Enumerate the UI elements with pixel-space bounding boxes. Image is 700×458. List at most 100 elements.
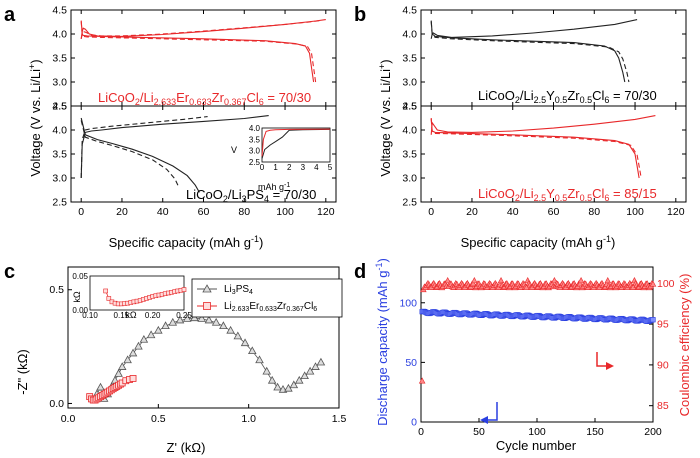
b-top-ytick-label-3: 4.0 (402, 29, 417, 41)
b-bottom-xtick-label-4: 80 (588, 206, 600, 218)
inset-a-xlabel: mAh g-1 (258, 182, 290, 192)
c-point-0-27 (248, 346, 257, 355)
panel-label-c: c (4, 261, 15, 283)
a-top-series-3 (80, 20, 320, 39)
c-point-0-36 (300, 371, 309, 380)
d-ce-point-200 (649, 280, 657, 287)
d-ce-point-23 (444, 277, 451, 284)
annotation-a-top: LiCoO2/Li2.633Er0.633Zr0.367Cl6 = 70/30 (98, 90, 311, 107)
a-bottom-series-2 (80, 117, 200, 193)
c-point-0-31 (273, 382, 282, 391)
c-frame (67, 266, 340, 409)
xlabel-d: Cycle number (496, 438, 577, 453)
c-point-0-38 (311, 362, 320, 370)
b-bottom-xtick-label-1: 20 (466, 206, 478, 218)
c-point-0-22 (211, 317, 221, 326)
c-xtick-label-3: 1.5 (332, 413, 347, 425)
d-ytick-right-label-2: 95 (657, 319, 669, 331)
a-bottom-ytick-label-2: 3.5 (52, 149, 67, 161)
inset-a-ytick-label-3: 4.0 (249, 124, 261, 133)
d-ytick-left-label-0: 0 (411, 417, 417, 429)
c-point-0-12 (139, 334, 149, 343)
ylabel-d-left: Discharge capacity (mAh g-1) (374, 258, 390, 426)
a-bottom-ytick-label-4: 4.5 (52, 101, 67, 113)
d-ce-point-137 (576, 280, 584, 287)
inset-a-series-1 (261, 128, 331, 157)
b-top-ytick-label-0: 2.5 (402, 101, 417, 113)
inset-c-xlabel: kΩ (125, 310, 137, 320)
inset-a-ytick-label-0: 2.5 (249, 158, 261, 167)
annotation-a-bottom: LiCoO2/Li3PS4 = 70/30 (186, 187, 316, 204)
c-ytick-label-1: 0.5 (49, 284, 64, 296)
a-top-ytick-label-2: 3.5 (52, 53, 67, 65)
c-xtick-label-0: 0.0 (61, 413, 76, 425)
b-top-series-1 (430, 20, 626, 83)
inset-a-series-0 (261, 128, 331, 159)
c-point-0-34 (289, 380, 299, 389)
b-bottom-ytick-label-0: 2.5 (402, 197, 417, 209)
c-point-0-18 (182, 314, 192, 322)
c-point-0-9 (123, 355, 132, 364)
inset-c-xtick-label-2: 0.20 (145, 311, 161, 320)
inset-c-point-1 (106, 296, 112, 301)
a-bottom-series-3 (80, 120, 180, 188)
inset-c-xtick-label-1: 0.15 (114, 311, 130, 320)
b-top-ytick-label-1: 3.0 (402, 77, 417, 89)
c-point-1-21 (129, 375, 137, 382)
d-ytick-right-label-3: 100 (657, 278, 675, 290)
inset-a-frame (261, 127, 331, 163)
xlabel-c: Z' (kΩ) (167, 440, 206, 455)
d-ytick-left-label-2: 100 (399, 297, 417, 309)
b-bottom-ytick-label-1: 3.0 (402, 173, 417, 185)
d-ytick-right-label-0: 85 (657, 400, 669, 412)
a-bottom-ytick-label-0: 2.5 (52, 197, 67, 209)
c-point-0-29 (262, 366, 272, 375)
inset-a-xtick-label-1: 1 (273, 163, 278, 172)
b-bottom-ytick-label-3: 4.0 (402, 125, 417, 137)
inset-c-ylabel: kΩ (72, 291, 82, 303)
a-bottom-ytick-label-3: 4.0 (52, 125, 67, 137)
d-xtick-label-1: 50 (473, 426, 485, 438)
c-point-0-39 (316, 357, 326, 366)
panel-label-b: b (354, 4, 366, 26)
c-point-0-11 (134, 341, 143, 350)
b-bottom-xtick-label-6: 120 (667, 206, 685, 218)
b-top-ytick-label-4: 4.5 (402, 5, 417, 17)
panel-label-a: a (4, 4, 16, 26)
ylabel-d-right: Coulombic efficiency (%) (677, 274, 692, 417)
c-point-0-23 (219, 321, 228, 330)
inset-a-xtick-label-5: 5 (328, 163, 333, 172)
a-bottom-xtick-label-4: 80 (238, 206, 250, 218)
inset-a-ytick-label-2: 3.5 (249, 135, 261, 144)
a-top-series-2 (80, 21, 317, 83)
annotation-b-bottom: LiCoO2/Li2.5Y0.5Zr0.5Cl6 = 85/15 (478, 186, 657, 203)
c-point-0-19 (190, 313, 199, 322)
d-ce-point-161 (604, 277, 612, 284)
b-bottom-series-1 (430, 117, 640, 179)
d-ce-point-45 (469, 280, 477, 287)
b-top-ytick-label-2: 3.5 (402, 53, 417, 65)
b-top-series-0 (430, 19, 638, 39)
ylabel-voltage-a: Voltage (V vs. Li/Li+) (27, 59, 43, 176)
c-point-0-30 (267, 375, 277, 384)
panel-label-d: d (354, 261, 366, 283)
a-top-ytick-label-1: 3.0 (52, 77, 67, 89)
xlabel-capacity-a: Specific capacity (mAh g-1) (109, 234, 264, 250)
a-top-ytick-label-0: 2.5 (52, 101, 67, 113)
c-ytick-label-0: 0.0 (49, 398, 64, 410)
d-ytick-left-label-1: 50 (405, 357, 417, 369)
d-ce-point-69 (497, 277, 505, 284)
a-top-ytick-label-4: 4.5 (52, 5, 67, 17)
c-xtick-label-2: 1.0 (241, 413, 256, 425)
inset-c-point-25 (181, 287, 187, 292)
b-bottom-xtick-label-2: 40 (507, 206, 519, 218)
c-point-0-20 (197, 314, 206, 322)
c-point-0-35 (294, 375, 304, 384)
a-bottom-ytick-label-1: 3.0 (52, 173, 67, 185)
a-bottom-xtick-label-3: 60 (198, 206, 210, 218)
c-point-0-24 (226, 325, 235, 334)
b-bottom-xtick-label-0: 0 (428, 206, 434, 218)
b-bottom-series-2 (430, 118, 642, 179)
d-frame (420, 266, 654, 423)
inset-a-ytick-label-1: 3.0 (249, 147, 261, 156)
